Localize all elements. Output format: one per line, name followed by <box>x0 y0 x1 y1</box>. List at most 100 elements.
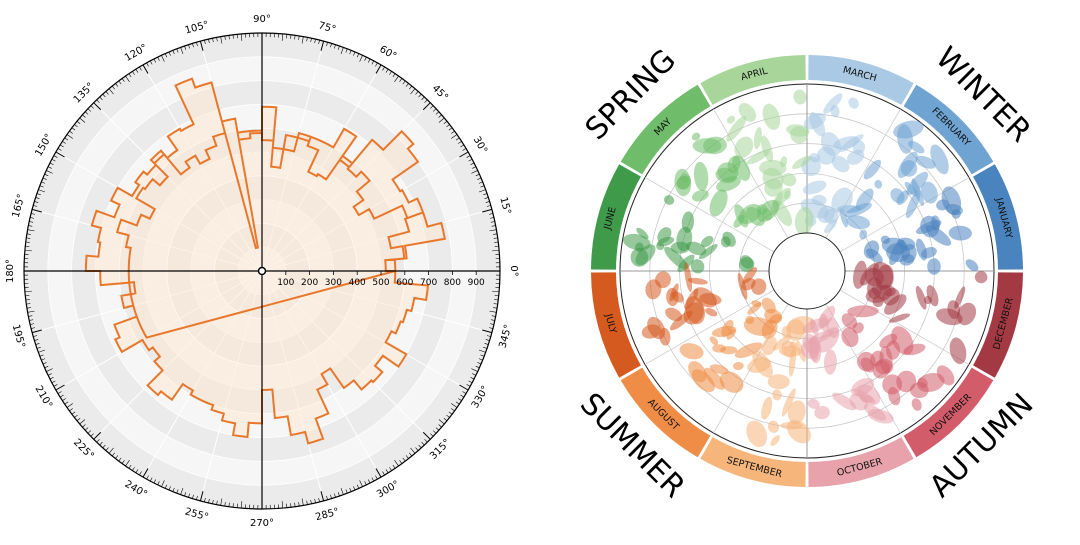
angle-tick <box>30 323 35 325</box>
angle-tick <box>375 475 378 480</box>
angle-tick <box>459 384 469 391</box>
angle-tick <box>477 177 482 180</box>
angle-tick <box>330 494 332 499</box>
angle-tick-label: 105° <box>184 20 210 37</box>
angle-tick <box>31 208 42 213</box>
angle-tick <box>228 502 230 507</box>
angle-tick <box>33 205 38 207</box>
angle-tick-label: 330° <box>470 384 492 410</box>
angle-tick <box>30 217 35 219</box>
angle-tick <box>142 468 149 478</box>
scatter-point <box>746 207 765 226</box>
angle-tick <box>359 55 363 62</box>
angle-tick <box>326 42 328 47</box>
scatter-point <box>905 189 921 219</box>
radial-tick-label: 800 <box>444 278 461 288</box>
angle-tick <box>47 166 52 169</box>
angle-tick <box>418 444 422 449</box>
angle-tick <box>306 500 308 505</box>
angle-tick <box>478 349 486 353</box>
angle-tick <box>38 189 46 193</box>
scatter-point <box>752 350 773 378</box>
scatter-point <box>745 315 755 325</box>
angle-tick-label: 0° <box>508 265 519 276</box>
angle-tick-label: 15° <box>497 196 512 216</box>
angle-tick <box>150 60 153 65</box>
angle-tick <box>24 290 32 293</box>
scatter-point <box>753 126 762 150</box>
scatter-point <box>733 361 744 371</box>
angle-tick <box>128 464 132 469</box>
angle-tick <box>364 56 367 61</box>
angle-tick <box>405 455 409 459</box>
month-label: JULY <box>602 312 618 335</box>
angle-tick <box>79 117 86 123</box>
scatter-point <box>781 325 792 338</box>
scatter-point <box>814 405 830 420</box>
angle-tick-label: 300° <box>375 479 401 501</box>
histogram-outline <box>84 77 446 445</box>
scatter-point <box>855 188 874 211</box>
angle-tick <box>326 495 328 500</box>
scatter-point <box>880 235 891 244</box>
angle-tick <box>135 469 139 473</box>
scatter-point <box>817 146 836 165</box>
angle-gridline <box>825 108 901 239</box>
scatter-point <box>841 313 858 329</box>
angle-tick <box>298 35 300 40</box>
angle-tick <box>60 144 64 148</box>
angle-tick <box>26 307 31 309</box>
scatter-point <box>762 208 772 221</box>
angle-tick <box>224 35 226 40</box>
angle-tick <box>382 471 385 476</box>
scatter-point <box>786 124 810 137</box>
angle-tick <box>421 441 425 446</box>
angle-tick <box>118 457 122 462</box>
angle-tick <box>337 45 340 50</box>
angle-tick <box>435 427 440 431</box>
angle-tick <box>216 37 218 42</box>
scatter-point <box>772 334 792 351</box>
scatter-point <box>726 115 736 124</box>
scatter-point <box>703 136 727 155</box>
angle-tick <box>385 69 389 73</box>
scatter-point <box>630 247 649 267</box>
angle-tick <box>208 498 210 503</box>
angle-tick <box>96 99 100 103</box>
angle-tick <box>44 365 49 369</box>
scatter-point <box>848 97 859 109</box>
angle-tick-label: 225° <box>71 437 96 462</box>
scatter-point <box>721 319 734 338</box>
angle-tick <box>402 80 406 85</box>
angle-tick <box>466 155 471 158</box>
angle-tick <box>470 162 475 166</box>
scatter-point <box>659 327 671 346</box>
angle-tick <box>153 58 157 63</box>
angle-tick <box>108 447 114 454</box>
angle-tick <box>318 39 320 45</box>
angle-tick <box>458 398 462 401</box>
angle-tick <box>415 447 419 451</box>
scatter-point <box>746 420 768 448</box>
angle-tick <box>448 127 453 131</box>
angle-tick <box>488 327 494 329</box>
angle-tick <box>51 159 56 162</box>
scatter-point <box>802 333 820 355</box>
angle-tick <box>199 40 204 51</box>
angle-tick-label: 60° <box>377 44 398 62</box>
angle-tick <box>410 88 416 95</box>
scatter-point <box>807 398 820 409</box>
scatter-point <box>770 435 780 446</box>
angle-tick <box>111 452 115 457</box>
angle-tick <box>486 205 491 207</box>
month-band-segment <box>620 84 711 175</box>
radial-tick-label: 400 <box>349 278 366 288</box>
scatter-point <box>897 124 914 154</box>
month-band-segment <box>700 55 806 105</box>
month-band-segment <box>700 437 806 487</box>
angle-tick <box>432 430 437 434</box>
scatter-point <box>767 420 780 433</box>
angle-tick <box>53 155 58 158</box>
scatter-point <box>965 259 979 272</box>
angle-tick <box>142 64 149 74</box>
